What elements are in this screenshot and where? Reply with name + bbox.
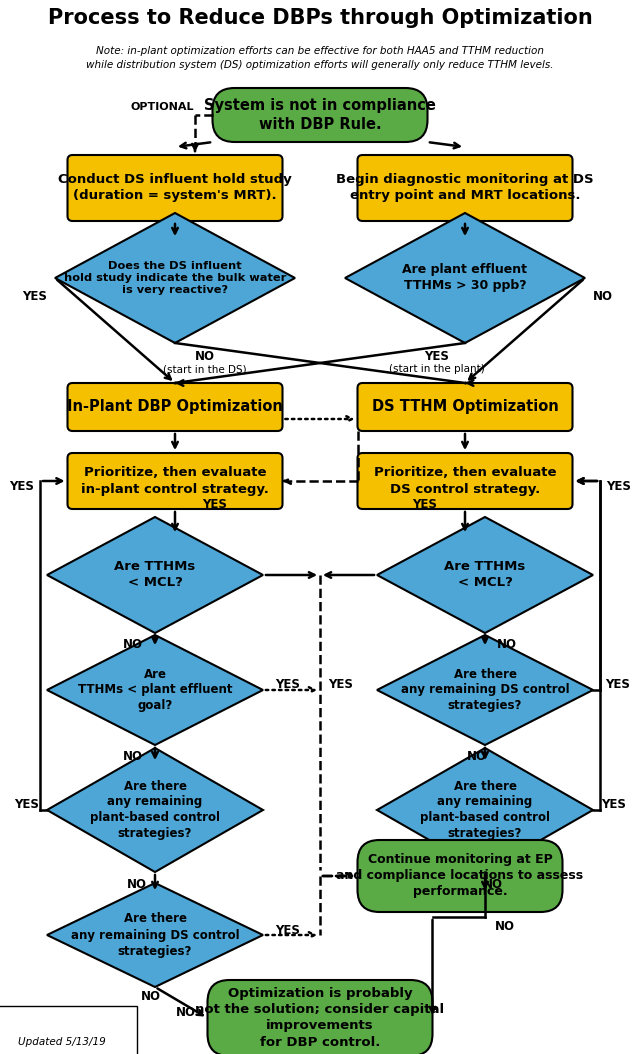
Text: YES: YES	[424, 351, 449, 364]
Text: DS TTHM Optimization: DS TTHM Optimization	[372, 399, 558, 414]
FancyBboxPatch shape	[67, 383, 282, 431]
Text: NO: NO	[195, 351, 215, 364]
FancyBboxPatch shape	[358, 453, 573, 509]
Text: Are TTHMs
< MCL?: Are TTHMs < MCL?	[444, 561, 525, 589]
FancyBboxPatch shape	[207, 980, 433, 1054]
Text: (start in the DS): (start in the DS)	[163, 364, 247, 374]
Text: Are TTHMs
< MCL?: Are TTHMs < MCL?	[115, 561, 196, 589]
Text: YES: YES	[275, 679, 300, 691]
Text: Note: in-plant optimization efforts can be effective for both HAA5 and TTHM redu: Note: in-plant optimization efforts can …	[96, 46, 544, 56]
Text: YES: YES	[328, 679, 353, 691]
Text: Does the DS influent
hold study indicate the bulk water
is very reactive?: Does the DS influent hold study indicate…	[64, 260, 286, 295]
Text: Are there
any remaining
plant-based control
strategies?: Are there any remaining plant-based cont…	[90, 780, 220, 840]
Text: YES: YES	[203, 499, 227, 511]
Polygon shape	[47, 748, 263, 872]
Text: NO: NO	[127, 878, 147, 891]
Text: NO: NO	[141, 991, 161, 1003]
Text: YES: YES	[605, 679, 630, 691]
FancyBboxPatch shape	[67, 155, 282, 221]
Text: YES: YES	[9, 480, 34, 492]
Text: while distribution system (DS) optimization efforts will generally only reduce T: while distribution system (DS) optimizat…	[86, 60, 554, 70]
FancyBboxPatch shape	[67, 453, 282, 509]
Text: NO: NO	[123, 639, 143, 651]
Text: Optimization is probably
not the solution; consider capital
improvements
for DBP: Optimization is probably not the solutio…	[195, 988, 445, 1049]
Polygon shape	[345, 213, 585, 343]
Text: Continue monitoring at EP
and compliance locations to assess
performance.: Continue monitoring at EP and compliance…	[337, 854, 584, 898]
Polygon shape	[47, 518, 263, 633]
FancyBboxPatch shape	[212, 87, 428, 142]
Text: Process to Reduce DBPs through Optimization: Process to Reduce DBPs through Optimizat…	[47, 8, 593, 28]
Text: NO: NO	[123, 750, 143, 763]
Text: Are there
any remaining DS control
strategies?: Are there any remaining DS control strat…	[70, 913, 239, 957]
Polygon shape	[47, 883, 263, 987]
Text: NO: NO	[593, 290, 613, 302]
FancyBboxPatch shape	[358, 840, 563, 912]
Text: NO: NO	[467, 750, 487, 763]
Text: Are
TTHMs < plant effluent
goal?: Are TTHMs < plant effluent goal?	[77, 667, 232, 713]
Text: YES: YES	[413, 499, 437, 511]
Polygon shape	[377, 518, 593, 633]
FancyBboxPatch shape	[358, 155, 573, 221]
Text: Are plant effluent
TTHMs > 30 ppb?: Are plant effluent TTHMs > 30 ppb?	[403, 264, 527, 293]
Polygon shape	[47, 635, 263, 745]
Text: YES: YES	[22, 290, 47, 302]
Polygon shape	[377, 748, 593, 872]
Text: (start in the plant): (start in the plant)	[389, 364, 485, 374]
Text: Conduct DS influent hold study
(duration = system's MRT).: Conduct DS influent hold study (duration…	[58, 174, 292, 202]
Text: YES: YES	[601, 799, 626, 812]
Polygon shape	[377, 635, 593, 745]
Text: NO: NO	[175, 1006, 195, 1018]
Text: System is not in compliance
with DBP Rule.: System is not in compliance with DBP Rul…	[204, 98, 436, 132]
Text: NO: NO	[495, 920, 515, 934]
FancyBboxPatch shape	[358, 383, 573, 431]
Text: NO: NO	[497, 639, 517, 651]
Text: In-Plant DBP Optimization: In-Plant DBP Optimization	[67, 399, 283, 414]
Text: Prioritize, then evaluate
in-plant control strategy.: Prioritize, then evaluate in-plant contr…	[81, 467, 269, 495]
Text: Updated 5/13/19: Updated 5/13/19	[18, 1037, 106, 1047]
Text: YES: YES	[275, 923, 300, 937]
Text: OPTIONAL: OPTIONAL	[131, 102, 194, 112]
Text: Prioritize, then evaluate
DS control strategy.: Prioritize, then evaluate DS control str…	[374, 467, 556, 495]
Text: Are there
any remaining DS control
strategies?: Are there any remaining DS control strat…	[401, 667, 570, 713]
Text: NO: NO	[483, 878, 503, 891]
Text: YES: YES	[14, 799, 39, 812]
Text: YES: YES	[606, 480, 631, 492]
Text: Begin diagnostic monitoring at DS
entry point and MRT locations.: Begin diagnostic monitoring at DS entry …	[336, 174, 594, 202]
Polygon shape	[55, 213, 295, 343]
Text: Are there
any remaining
plant-based control
strategies?: Are there any remaining plant-based cont…	[420, 780, 550, 840]
